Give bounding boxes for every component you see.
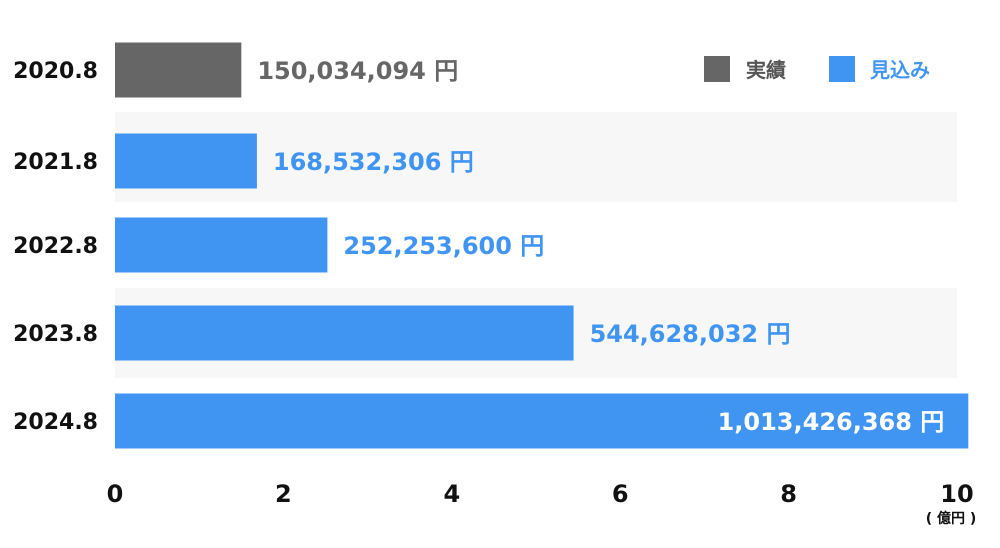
bar-2020.8 [115, 42, 242, 98]
legend-swatch [829, 56, 855, 82]
x-axis-ticks: 0 2 4 6 8 10 ( 億円 ) [107, 480, 977, 527]
bar-2023.8 [115, 305, 574, 361]
category-label: 2024.8 [13, 410, 98, 435]
x-tick-label: 10 [940, 480, 973, 508]
x-axis-unit: ( 億円 ) [926, 510, 977, 527]
value-label: 544,628,032 円 [590, 320, 791, 348]
bars [115, 42, 969, 449]
legend-label: 見込み [870, 58, 930, 82]
bar-2022.8 [115, 217, 328, 273]
legend-label: 実績 [746, 58, 786, 82]
category-label: 2023.8 [13, 322, 98, 347]
x-tick-label: 4 [443, 480, 460, 508]
value-label: 168,532,306 円 [273, 148, 474, 176]
value-label: 252,253,600 円 [343, 232, 544, 260]
bar-2024.8 [115, 393, 969, 449]
legend: 実績 見込み [704, 56, 930, 82]
category-labels: 2020.8 2021.8 2022.8 2023.8 2024.8 [13, 59, 98, 435]
bar-2021.8 [115, 133, 257, 189]
category-label: 2022.8 [13, 234, 98, 259]
x-tick-label: 6 [612, 480, 629, 508]
category-label: 2021.8 [13, 150, 98, 175]
x-tick-label: 0 [107, 480, 124, 508]
legend-swatch [704, 56, 730, 82]
value-labels: 150,034,094 円 168,532,306 円 252,253,600 円 5… [257, 57, 944, 436]
x-tick-label: 8 [780, 480, 797, 508]
row-band [115, 25, 957, 112]
value-label: 1,013,426,368 円 [718, 408, 945, 436]
value-label: 150,034,094 円 [257, 57, 458, 85]
x-tick-label: 2 [275, 480, 292, 508]
category-label: 2020.8 [13, 59, 98, 84]
